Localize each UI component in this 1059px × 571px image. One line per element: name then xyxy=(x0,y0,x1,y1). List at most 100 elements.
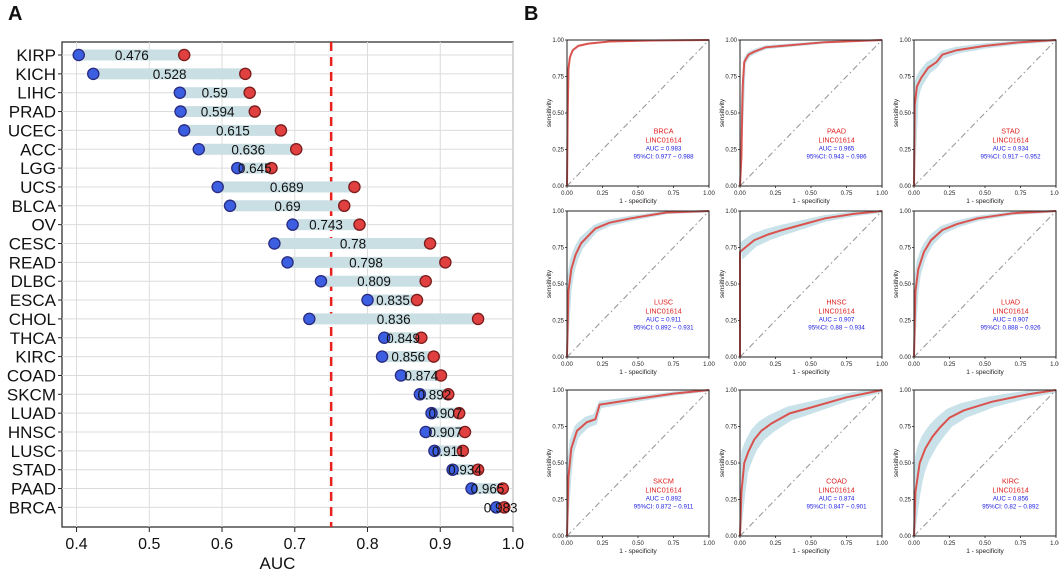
chance-diagonal-line xyxy=(913,389,1057,537)
y-tick-label: 0.75 xyxy=(899,75,911,81)
gene-label: LINC01614 xyxy=(645,485,681,494)
ci-low-point xyxy=(465,482,478,495)
category-label: COAD xyxy=(7,366,56,385)
roc-plot-brca: 0.00 0.25 0.50 0.75 1.00 0.00 0.25 0.50 0.75 1.00… xyxy=(546,38,715,205)
roc-curve xyxy=(739,39,883,187)
category-label: UCS xyxy=(20,178,56,197)
x-tick-label: 0.25 xyxy=(944,541,956,547)
x-tick-label: 0.6 xyxy=(211,536,233,553)
category-label: LGG xyxy=(20,159,56,178)
ci-high-point xyxy=(248,105,262,118)
y-tick-label: 0.25 xyxy=(725,498,737,504)
ci-band-bar xyxy=(179,87,250,99)
y-tick-label: 0.00 xyxy=(725,184,737,190)
x-tick-label: 0.75 xyxy=(841,541,853,547)
ci-low-point xyxy=(446,463,459,476)
auc-value-label: 0.892 xyxy=(418,387,452,402)
y-tick-label: 0.25 xyxy=(552,148,564,154)
x-tick-label: 0.50 xyxy=(979,541,991,547)
y-tick-label: 0.00 xyxy=(552,534,564,540)
panel-b-letter: B xyxy=(524,3,538,25)
auc-value-label: 0.907 xyxy=(428,425,462,440)
auc-value-label: 0.983 xyxy=(484,500,518,515)
auc-annotation: AUC = 0.892 xyxy=(646,495,682,502)
x-tick-label: 1.00 xyxy=(876,541,888,547)
x-tick-label: 0.50 xyxy=(979,362,991,368)
ci-low-point xyxy=(413,388,427,401)
auc-value-label: 0.59 xyxy=(202,86,228,101)
auc-value-label: 0.911 xyxy=(432,444,465,459)
x-tick-label: 0.75 xyxy=(1015,541,1027,547)
gene-label: LINC01614 xyxy=(818,306,854,315)
ci-band-bar xyxy=(367,294,417,306)
y-tick-label: 0.75 xyxy=(725,425,737,431)
auc-annotation: AUC = 0.911 xyxy=(646,316,682,323)
panel-a-letter: A xyxy=(8,3,22,25)
auc-value-label: 0.835 xyxy=(376,293,410,308)
ci-band-bar xyxy=(292,219,360,231)
ci-low-point xyxy=(425,406,438,420)
auc-value-label: 0.69 xyxy=(274,199,300,214)
gene-label: LINC01614 xyxy=(992,135,1028,144)
ci-band-bar xyxy=(425,426,465,438)
y-tick-label: 0.25 xyxy=(725,148,737,154)
ci-low-point xyxy=(303,312,316,326)
ci-high-point xyxy=(239,67,252,81)
roc-plot-paad: 0.00 0.25 0.50 0.75 1.00 0.00 0.25 0.50 0.75 1.00… xyxy=(719,38,888,205)
x-tick-label: 1.00 xyxy=(876,362,888,368)
ci-band-bar xyxy=(237,162,272,174)
ci-band-bar xyxy=(320,275,426,287)
x-tick-label: 0.25 xyxy=(597,541,609,547)
category-label: ESCA xyxy=(10,291,57,310)
y-axis-title: sensitivity xyxy=(719,448,726,477)
ci-band-bar xyxy=(452,464,479,476)
roc-plot-lusc: 0.00 0.25 0.50 0.75 1.00 0.00 0.25 0.50 0.75 1.00… xyxy=(546,209,715,376)
category-label: HNSC xyxy=(8,423,56,442)
auc-value-label: 0.836 xyxy=(377,312,411,327)
auc-annotation: AUC = 0.907 xyxy=(819,316,855,323)
cancer-type-label: COAD xyxy=(826,476,847,485)
y-tick-label: 1.00 xyxy=(899,209,911,215)
x-tick-label: 0.00 xyxy=(734,191,746,197)
ci-low-point xyxy=(268,237,281,250)
auc-value-label: 0.78 xyxy=(340,237,366,252)
category-label: LIHC xyxy=(17,84,56,103)
roc-curve xyxy=(566,39,710,187)
y-tick-label: 0.75 xyxy=(725,246,737,252)
auc-value-label: 0.528 xyxy=(153,67,187,82)
x-tick-label: 0.5 xyxy=(138,536,160,553)
y-tick-label: 1.00 xyxy=(725,209,737,215)
cancer-type-label: KIRC xyxy=(1002,476,1019,485)
x-axis-title: AUC xyxy=(260,554,296,571)
ci-annotation: 95%CI: 0.872 − 0.911 xyxy=(634,503,694,510)
y-tick-label: 0.25 xyxy=(899,498,911,504)
ci-band-bar xyxy=(419,388,449,400)
category-label: BLCA xyxy=(12,197,57,216)
category-label: DLBC xyxy=(11,272,56,291)
cancer-type-label: BRCA xyxy=(654,126,674,135)
x-tick-label: 0.50 xyxy=(979,191,991,197)
y-tick-label: 1.00 xyxy=(552,209,564,215)
x-tick-label: 1.00 xyxy=(703,191,715,197)
y-tick-label: 0.00 xyxy=(899,184,911,190)
auc-annotation: AUC = 0.983 xyxy=(646,145,682,152)
ci-annotation: 95%CI: 0.892 − 0.931 xyxy=(634,324,695,331)
roc-confidence-band xyxy=(740,390,882,536)
y-tick-label: 1.00 xyxy=(552,38,564,44)
x-tick-label: 0.25 xyxy=(944,362,956,368)
gene-label: LINC01614 xyxy=(645,306,681,315)
cancer-type-label: LUAD xyxy=(1001,297,1020,306)
x-axis-title: 1 - specificity xyxy=(619,548,657,555)
panel-a-dumbbell-chart: 0.4 0.5 0.6 0.7 0.8 0.9 1.0 0.476 KIRP 0.528 KICH 0… xyxy=(7,41,524,571)
y-tick-label: 1.00 xyxy=(899,388,911,394)
roc-plot-skcm: 0.00 0.25 0.50 0.75 1.00 0.00 0.25 0.50 0.75 1.00… xyxy=(546,388,715,555)
x-tick-label: 0.50 xyxy=(805,191,817,197)
ci-band-bar xyxy=(217,181,355,193)
x-tick-label: 1.00 xyxy=(703,541,715,547)
auc-annotation: AUC = 0.874 xyxy=(819,495,855,502)
y-tick-label: 0.50 xyxy=(552,282,564,288)
auc-value-label: 0.809 xyxy=(357,274,391,289)
ci-low-point xyxy=(286,218,299,231)
x-tick-label: 0.00 xyxy=(561,191,573,197)
y-axis-title: sensitivity xyxy=(893,269,900,298)
